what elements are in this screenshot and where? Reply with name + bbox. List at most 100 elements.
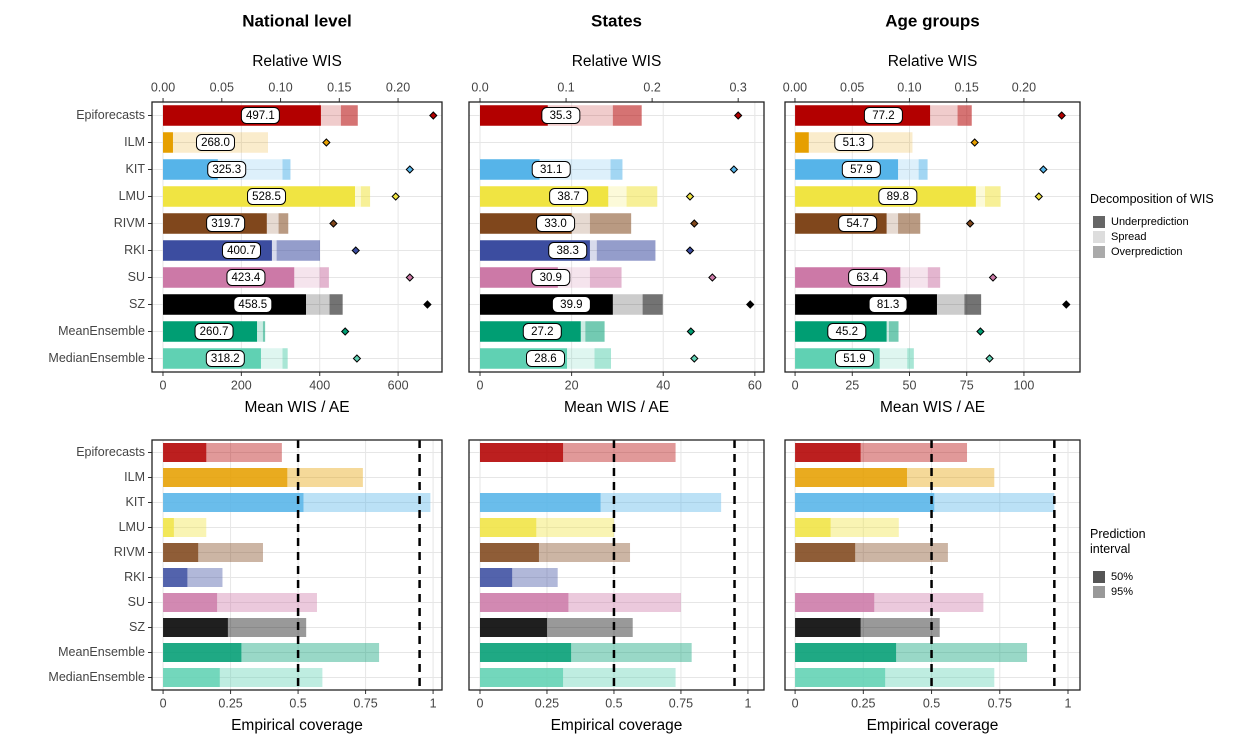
bar-segment bbox=[795, 294, 937, 315]
total-label: 81.3 bbox=[877, 299, 899, 311]
total-label: 35.3 bbox=[550, 110, 572, 122]
bar-segment bbox=[898, 213, 921, 234]
x-axis-label: Empirical coverage bbox=[231, 717, 363, 734]
bar-segment bbox=[985, 186, 1001, 207]
x2-tick-label: 0.10 bbox=[268, 80, 292, 94]
total-label: 51.9 bbox=[843, 353, 865, 365]
total-label-box bbox=[226, 269, 266, 286]
coverage-bar bbox=[479, 493, 601, 512]
x-tick-label: 600 bbox=[388, 378, 409, 392]
coverage-bar bbox=[795, 618, 861, 637]
bar-segment bbox=[795, 132, 809, 153]
relative-wis-point bbox=[405, 165, 415, 174]
total-label-box bbox=[834, 134, 874, 151]
bar-segment bbox=[282, 348, 288, 369]
x-axis-label: Empirical coverage bbox=[551, 717, 683, 734]
bar-segment bbox=[260, 348, 283, 369]
y-tick-label: RKI bbox=[124, 570, 145, 584]
legend-swatch bbox=[1093, 586, 1105, 598]
legend-label: 95% bbox=[1111, 586, 1133, 598]
coverage-bar bbox=[795, 643, 897, 662]
bar-segment bbox=[479, 105, 548, 126]
legend-swatch bbox=[1093, 231, 1105, 243]
total-label: 260.7 bbox=[200, 326, 229, 338]
relative-wis-point bbox=[733, 111, 743, 120]
coverage-bar bbox=[479, 518, 537, 537]
bar-segment bbox=[589, 267, 622, 288]
total-label: 268.0 bbox=[201, 137, 230, 149]
bar-segment bbox=[306, 294, 330, 315]
total-label: 31.1 bbox=[540, 164, 562, 176]
coverage-bar bbox=[163, 568, 188, 587]
bar-segment bbox=[479, 159, 540, 180]
x2-tick-label: 0.20 bbox=[386, 80, 410, 94]
total-label: 318.2 bbox=[211, 353, 240, 365]
x-tick-label: 0 bbox=[160, 696, 167, 710]
coverage-bar bbox=[163, 668, 220, 687]
total-label: 528.5 bbox=[252, 191, 281, 203]
coverage-bar bbox=[479, 668, 564, 687]
relative-wis-point bbox=[351, 246, 360, 255]
bar-segment bbox=[900, 267, 928, 288]
coverage-bar bbox=[795, 468, 907, 487]
panel-border bbox=[784, 439, 1081, 691]
total-label: 400.7 bbox=[227, 245, 256, 257]
x-tick-label: 0.5 bbox=[289, 696, 306, 710]
x-tick-label: 0.25 bbox=[218, 696, 242, 710]
bar-segment bbox=[886, 321, 889, 342]
total-label-box bbox=[549, 188, 589, 205]
total-label: 325.3 bbox=[212, 164, 241, 176]
x2-tick-label: 0.00 bbox=[151, 80, 175, 94]
x-tick-label: 0 bbox=[477, 696, 484, 710]
bar-segment bbox=[964, 294, 982, 315]
panel-border bbox=[468, 439, 765, 691]
legend-label: Underprediction bbox=[1111, 216, 1189, 228]
x2-tick-label: 0.3 bbox=[729, 80, 746, 94]
x-axis-label: Mean WIS / AE bbox=[244, 399, 349, 416]
total-label: 38.3 bbox=[557, 245, 579, 257]
y-tick-label: RIVM bbox=[114, 216, 145, 230]
x2-tick-label: 0.05 bbox=[840, 80, 864, 94]
total-label-box bbox=[878, 188, 918, 205]
relative-wis-point bbox=[985, 354, 994, 363]
y-tick-label: Epiforecasts bbox=[76, 108, 145, 122]
coverage-bar bbox=[479, 443, 564, 462]
coverage-bar bbox=[163, 618, 228, 637]
x2-tick-label: 0.1 bbox=[557, 80, 574, 94]
x-tick-label: 0 bbox=[792, 378, 799, 392]
bar-segment bbox=[479, 294, 613, 315]
bar-segment bbox=[360, 186, 371, 207]
bar-segment bbox=[262, 321, 266, 342]
bar-segment bbox=[642, 294, 663, 315]
x-tick-label: 1 bbox=[430, 696, 437, 710]
x2-tick-label: 0.15 bbox=[954, 80, 978, 94]
total-label-box bbox=[827, 323, 867, 340]
x2-tick-label: 0.10 bbox=[897, 80, 921, 94]
bar-segment bbox=[571, 213, 590, 234]
relative-wis-point bbox=[976, 327, 985, 336]
legend-label: Spread bbox=[1111, 231, 1146, 243]
total-label-box bbox=[551, 296, 591, 313]
relative-wis-point bbox=[686, 327, 696, 336]
y-tick-label: Epiforecasts bbox=[76, 445, 145, 459]
bar-segment bbox=[626, 186, 658, 207]
bar-segment bbox=[957, 105, 972, 126]
x-tick-label: 0 bbox=[477, 378, 484, 392]
bar-segment bbox=[257, 321, 263, 342]
relative-wis-point bbox=[423, 300, 432, 309]
total-label: 319.7 bbox=[211, 218, 240, 230]
bar-segment bbox=[355, 186, 361, 207]
bar-segment bbox=[162, 132, 173, 153]
relative-wis-point bbox=[746, 300, 755, 309]
x2-tick-label: 0.15 bbox=[327, 80, 351, 94]
bar-segment bbox=[271, 240, 277, 261]
total-label-box bbox=[194, 323, 234, 340]
bar-segment bbox=[610, 159, 623, 180]
x-tick-label: 1 bbox=[1065, 696, 1072, 710]
bar-segment bbox=[936, 294, 965, 315]
panel-border bbox=[151, 439, 443, 691]
relative-wis-point bbox=[429, 111, 438, 120]
total-label: 423.4 bbox=[232, 272, 261, 284]
x2-tick-label: 0.2 bbox=[643, 80, 660, 94]
